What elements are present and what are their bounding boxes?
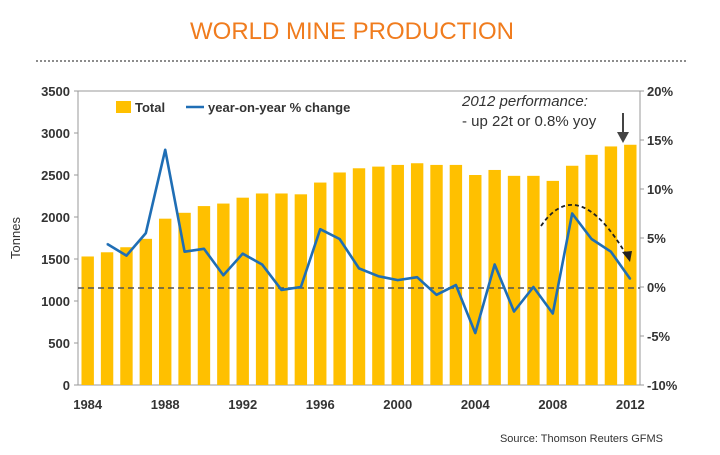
bar-1996 (314, 182, 327, 385)
yoy-point-1989 (183, 251, 186, 253)
bar-2012 (624, 144, 637, 385)
bar-2004 (469, 175, 482, 385)
bars-layer (81, 144, 637, 385)
line-layer (106, 148, 632, 335)
ticks-layer: 0 500 1000 1500 2000 2500 3000 3500 -10% -5% 0% 5% 1… (41, 84, 678, 412)
bar-1998 (352, 168, 366, 385)
bar-1985 (100, 252, 114, 385)
yoy-point-2000 (397, 279, 399, 281)
y-tick-3500: 3500 (41, 84, 70, 99)
yoy-point-2004 (474, 332, 476, 334)
yoy-point-1997 (339, 238, 341, 240)
y-tick-3000: 3000 (41, 126, 70, 141)
x-tick-2000: 2000 (383, 397, 412, 412)
bar-2005 (488, 169, 501, 385)
yoy-point-2005 (494, 263, 496, 266)
yoy-point-1985 (106, 243, 108, 245)
y-tick-1500: 1500 (41, 252, 70, 267)
bar-1993 (255, 193, 269, 385)
bar-1997 (333, 172, 346, 385)
yoy-point-2001 (416, 276, 418, 278)
x-tick-2004: 2004 (461, 397, 491, 412)
yoy-point-2008 (552, 312, 554, 315)
bar-1991 (217, 203, 230, 385)
yoy-point-1999 (377, 275, 379, 277)
bar-1986 (120, 247, 133, 385)
bar-2006 (507, 175, 521, 385)
legend-swatch-total (116, 101, 131, 113)
y-tick-0: 0 (63, 378, 70, 393)
y-tick-500: 500 (48, 336, 70, 351)
bar-1984 (81, 256, 94, 385)
chart-title: WORLD MINE PRODUCTION (190, 18, 514, 45)
yoy-point-1990 (203, 248, 205, 250)
legend: Total year-on-year % change (116, 100, 350, 115)
yoy-point-1994 (280, 289, 283, 291)
yoy-point-2011 (610, 251, 612, 253)
y-tick-1000: 1000 (41, 294, 70, 309)
bar-2002 (430, 164, 443, 385)
x-tick-1984: 1984 (73, 397, 103, 412)
bar-2000 (391, 164, 404, 385)
y2-tick-0%: 0% (647, 280, 666, 295)
bar-2009 (565, 165, 579, 385)
y2-tick--5%: -5% (647, 329, 671, 344)
y2-tick--10%: -10% (647, 378, 678, 393)
yoy-point-1986 (125, 255, 128, 257)
yoy-point-2009 (571, 212, 573, 215)
yoy-point-1993 (261, 263, 263, 266)
y-tick-2000: 2000 (41, 210, 70, 225)
yoy-point-2010 (590, 238, 593, 240)
legend-label-total: Total (135, 100, 165, 115)
y2-tick-10%: 10% (647, 182, 673, 197)
y-axis-label: Tonnes (8, 217, 23, 259)
bar-1989 (178, 212, 191, 385)
x-tick-2012: 2012 (616, 397, 645, 412)
bar-2011 (604, 146, 618, 385)
y-tick-2500: 2500 (41, 168, 70, 183)
bar-2001 (410, 163, 424, 385)
annotation-detail: - up 22t or 0.8% yoy (462, 113, 597, 130)
y2-tick-15%: 15% (647, 133, 673, 148)
bar-1990 (197, 206, 211, 385)
yoy-change-line (106, 148, 632, 335)
yoy-point-1995 (300, 286, 302, 288)
trend-arrow-head (622, 251, 632, 262)
x-tick-2008: 2008 (538, 397, 567, 412)
yoy-point-2006 (513, 310, 515, 313)
y2-tick-5%: 5% (647, 231, 666, 246)
yoy-point-2007 (532, 286, 535, 288)
yoy-point-1991 (222, 274, 224, 276)
bar-2007 (527, 175, 540, 385)
bar-1987 (139, 238, 153, 385)
yoy-point-1992 (242, 253, 244, 255)
bar-2008 (546, 180, 559, 385)
annotation-arrow-head (617, 132, 629, 143)
source-note: Source: Thomson Reuters GFMS (500, 433, 663, 445)
yoy-point-1987 (145, 232, 147, 234)
x-tick-1988: 1988 (151, 397, 180, 412)
yoy-point-1998 (358, 267, 360, 269)
x-tick-1992: 1992 (228, 397, 257, 412)
yoy-point-1996 (319, 228, 321, 230)
yoy-point-2003 (455, 284, 457, 286)
x-tick-1996: 1996 (306, 397, 335, 412)
legend-label-yoy: year-on-year % change (208, 100, 350, 115)
bar-1992 (236, 197, 249, 385)
y2-tick-20%: 20% (647, 84, 673, 99)
bar-2010 (585, 154, 598, 385)
bar-1988 (159, 218, 172, 385)
bar-1995 (294, 194, 308, 385)
yoy-point-1988 (164, 149, 166, 151)
annotation-heading: 2012 performance: (461, 93, 588, 110)
yoy-point-2012 (629, 278, 631, 280)
bar-2003 (449, 164, 463, 385)
yoy-point-2002 (435, 294, 438, 296)
